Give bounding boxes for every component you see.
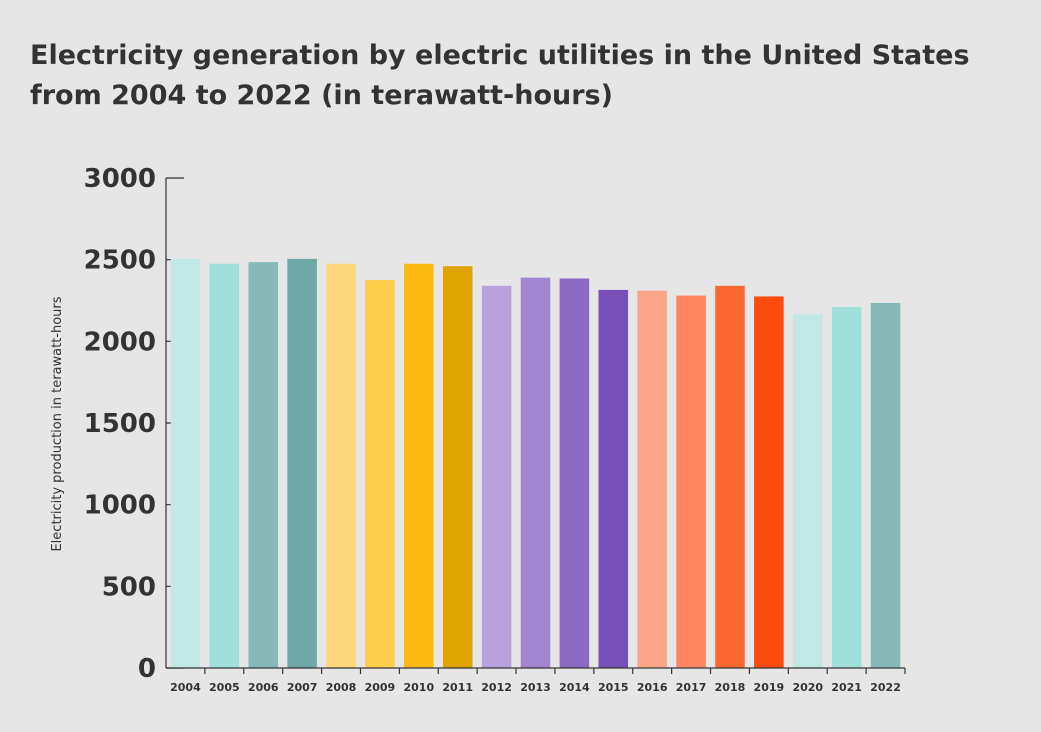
bar-2018 (715, 285, 745, 668)
x-tick-label: 2017 (676, 681, 707, 694)
y-tick-label: 1500 (84, 409, 156, 439)
bar-2014 (559, 278, 590, 668)
x-tick-label: 2004 (170, 681, 201, 694)
bar-2004 (170, 258, 201, 668)
bar-2009 (365, 280, 395, 668)
bar-2020 (792, 314, 823, 668)
y-tick-label: 2500 (84, 246, 156, 276)
bar-2006 (248, 262, 279, 668)
y-tick-label: 0 (138, 654, 156, 684)
bar-2015 (598, 289, 629, 668)
bar-2010 (404, 263, 434, 668)
bar-2017 (676, 295, 706, 668)
x-tick-label: 2008 (326, 681, 357, 694)
x-tick-label: 2006 (248, 681, 279, 694)
bar-2005 (209, 263, 240, 668)
x-tick-label: 2012 (481, 681, 512, 694)
x-tick-label: 2022 (870, 681, 901, 694)
bar-2008 (326, 263, 356, 668)
x-tick-label: 2007 (287, 681, 318, 694)
y-tick-label: 500 (102, 572, 156, 602)
x-tick-label: 2011 (442, 681, 473, 694)
y-tick-label: 2000 (84, 327, 156, 357)
x-tick-label: 2005 (209, 681, 240, 694)
bar-2019 (754, 296, 784, 668)
x-tick-label: 2018 (715, 681, 746, 694)
x-tick-label: 2016 (637, 681, 668, 694)
x-axis-ticks: 2004 2005 2006 2007 2008 2009 2010 2011 2012 2013… (170, 668, 906, 694)
y-axis-label: Electricity production in terawatt-hours (50, 296, 65, 551)
x-tick-label: 2020 (792, 681, 823, 694)
x-tick-label: 2021 (831, 681, 862, 694)
x-tick-label: 2019 (754, 681, 785, 694)
x-tick-label: 2009 (365, 681, 396, 694)
bar-2013 (520, 277, 551, 668)
x-tick-label: 2010 (404, 681, 435, 694)
x-tick-label: 2014 (559, 681, 590, 694)
x-tick-label: 2013 (520, 681, 551, 694)
bar-2012 (481, 285, 512, 668)
y-tick-label: 3000 (84, 164, 156, 194)
bar-2011 (442, 266, 473, 668)
y-tick-label: 1000 (84, 491, 156, 521)
axes (165, 178, 905, 669)
x-tick-label: 2015 (598, 681, 629, 694)
bar-2022 (870, 302, 901, 668)
chart-title: Electricity generation by electric utili… (30, 40, 970, 111)
bar-2016 (637, 290, 667, 668)
y-axis-ticks: 0 500 1000 1500 2000 2500 3000 (84, 164, 184, 684)
bar-2021 (831, 307, 862, 668)
bar-2007 (287, 258, 317, 668)
bars (170, 258, 901, 668)
